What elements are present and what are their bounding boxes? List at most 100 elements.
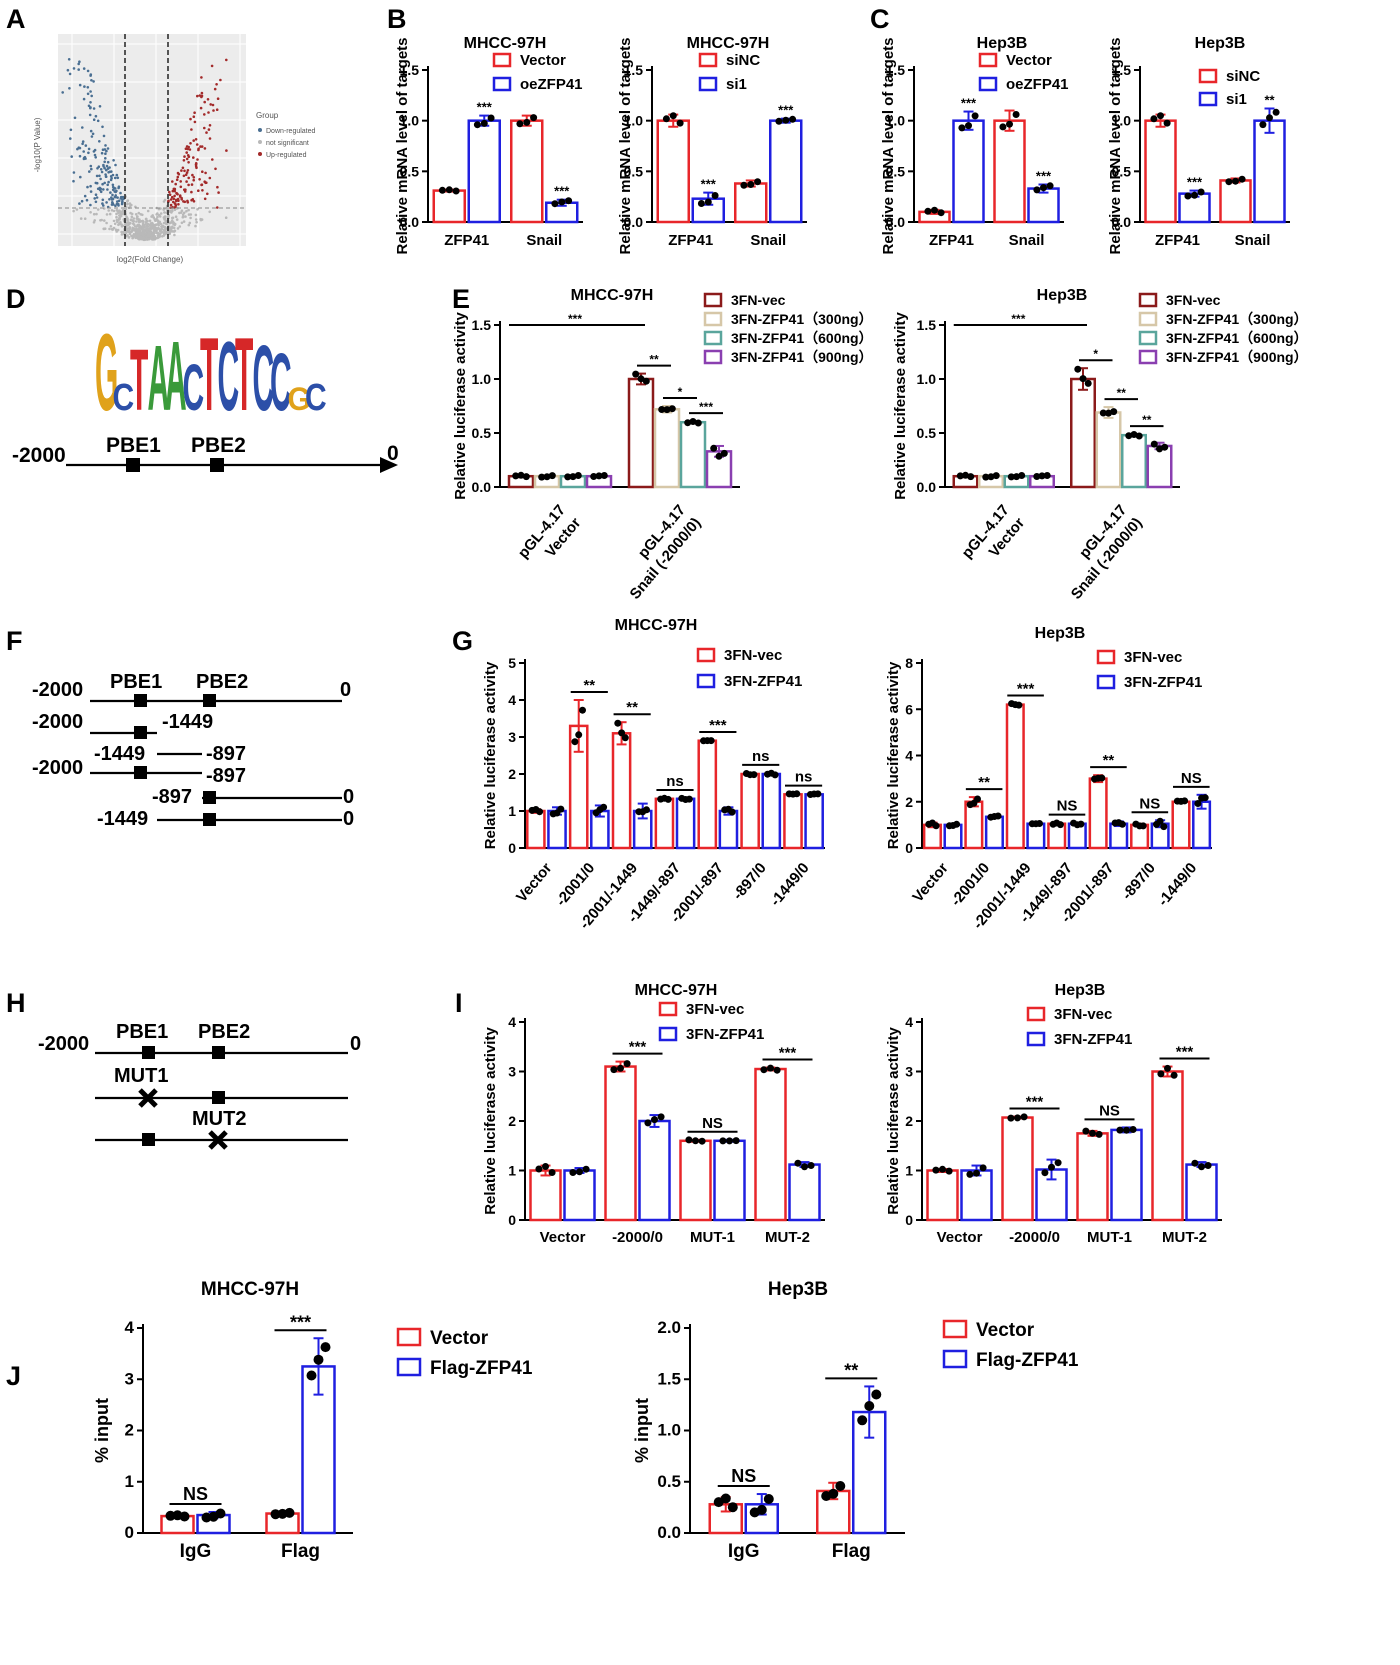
volcano-point xyxy=(181,166,185,170)
y-tick-label: 3 xyxy=(905,1064,913,1080)
volcano-point xyxy=(96,119,100,123)
y-axis-label: Relative luciferase activity xyxy=(482,1027,499,1215)
data-point xyxy=(669,112,677,120)
h-start-label: -2000 xyxy=(38,1033,89,1055)
chart-title: MHCC-97H xyxy=(687,35,770,52)
legend-swatch xyxy=(696,673,716,689)
data-point xyxy=(1036,820,1043,827)
bar xyxy=(1144,119,1177,224)
volcano-point xyxy=(198,94,202,97)
y-tick-label: 0.5 xyxy=(886,163,906,179)
data-point xyxy=(711,192,719,199)
legend-label: 3FN-vec xyxy=(1124,649,1182,666)
data-point xyxy=(270,1509,281,1520)
panel-label-f: F xyxy=(6,626,23,656)
y-tick-label: 6 xyxy=(905,701,913,717)
bar xyxy=(1026,822,1046,850)
volcano-point xyxy=(155,228,159,231)
volcano-point xyxy=(175,218,179,221)
volcano-point xyxy=(78,146,82,150)
volcano-point xyxy=(224,216,228,219)
volcano-point xyxy=(163,211,166,214)
data-point xyxy=(1007,1114,1015,1122)
data-point xyxy=(564,473,572,481)
y-tick-label: 4 xyxy=(508,1014,516,1030)
x-tick-label: ZFP41 xyxy=(668,232,713,249)
y-tick-label: 3 xyxy=(508,1064,516,1080)
volcano-point xyxy=(104,144,107,147)
data-point xyxy=(530,114,538,122)
x-tick-group: -1449/0 xyxy=(1155,860,1201,910)
volcano-point xyxy=(119,214,123,218)
legend-label: 3FN-vec xyxy=(724,647,782,664)
y-tick-label: 4 xyxy=(905,748,913,764)
data-point xyxy=(1232,177,1239,185)
significance-label: ** xyxy=(1117,386,1127,400)
volcano-point xyxy=(79,217,83,220)
data-point xyxy=(1099,409,1107,417)
x-tick-label: MUT-2 xyxy=(765,1229,810,1246)
legend-swatch xyxy=(703,311,723,327)
chart-title: Hep3B xyxy=(977,35,1028,52)
volcano-point xyxy=(145,217,148,221)
volcano-point xyxy=(115,208,119,212)
bar xyxy=(611,732,632,850)
volcano-point xyxy=(85,198,89,202)
volcano-point xyxy=(68,87,71,90)
data-point xyxy=(789,115,797,123)
data-point xyxy=(651,1116,658,1124)
chart-i1: MHCC-97H Relative luciferase activity 0 1 2 3… xyxy=(482,982,825,1246)
legend-swatch xyxy=(492,76,512,92)
volcano-point xyxy=(76,147,79,151)
volcano-point xyxy=(152,225,156,228)
data-point xyxy=(967,473,975,481)
x-tick-group: -1449/0 xyxy=(767,860,813,910)
bar xyxy=(993,119,1026,224)
data-point xyxy=(676,119,684,127)
volcano-point xyxy=(69,128,73,132)
volcano-point xyxy=(168,230,172,234)
bar xyxy=(1110,1128,1143,1222)
volcano-point xyxy=(163,217,166,220)
data-point xyxy=(557,805,565,813)
volcano-point xyxy=(203,100,206,104)
volcano-point xyxy=(171,180,174,183)
volcano-point xyxy=(113,176,117,180)
volcano-point xyxy=(187,161,190,164)
volcano-point xyxy=(131,236,134,240)
volcano-point xyxy=(189,142,192,145)
volcano-point xyxy=(103,160,106,164)
volcano-point xyxy=(131,219,134,222)
data-point xyxy=(657,1113,665,1121)
volcano-point xyxy=(142,232,145,235)
volcano-point xyxy=(219,78,222,82)
promoter-start-label: -2000 xyxy=(12,444,66,467)
y-tick-label: 1.0 xyxy=(886,113,906,129)
volcano-point xyxy=(193,111,196,114)
chart-title: MHCC-97H xyxy=(635,982,718,999)
volcano-point xyxy=(125,217,129,221)
legend-swatch xyxy=(703,349,723,365)
volcano-point xyxy=(148,227,151,231)
volcano-point xyxy=(115,215,118,219)
data-point xyxy=(720,449,728,457)
volcano-point xyxy=(105,221,108,225)
x-tick-label: ZFP41 xyxy=(1155,232,1200,249)
bar xyxy=(1076,1132,1109,1222)
bar xyxy=(1088,777,1108,850)
panel-label-d: D xyxy=(6,284,26,314)
volcano-point xyxy=(93,197,96,200)
volcano-point xyxy=(124,223,127,226)
data-point xyxy=(775,117,783,125)
data-point xyxy=(971,112,979,120)
volcano-point xyxy=(98,187,101,191)
legend-label: Flag-ZFP41 xyxy=(430,1358,533,1379)
volcano-point xyxy=(105,201,108,204)
bar xyxy=(1027,187,1060,224)
volcano-point xyxy=(102,227,105,231)
data-point xyxy=(1157,112,1164,120)
volcano-point xyxy=(159,222,163,226)
volcano-point xyxy=(113,187,117,190)
volcano-point xyxy=(108,198,111,201)
volcano-point xyxy=(87,151,90,155)
